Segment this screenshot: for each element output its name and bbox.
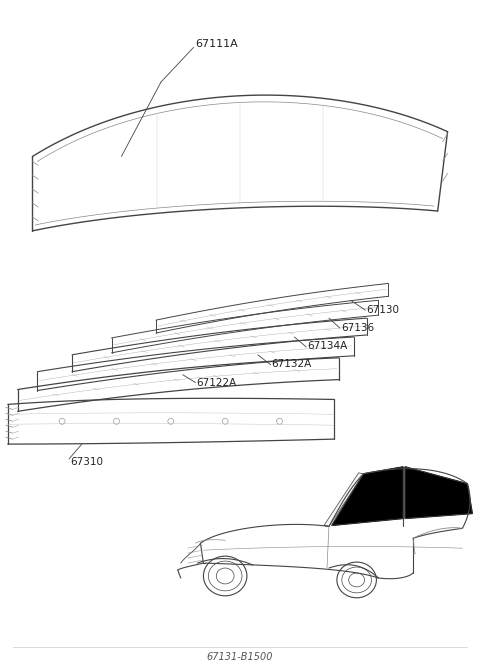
Text: 67111A: 67111A <box>195 39 238 49</box>
Text: 67130: 67130 <box>367 305 399 315</box>
Text: 67132A: 67132A <box>272 359 312 369</box>
Text: 67134A: 67134A <box>307 341 348 351</box>
Polygon shape <box>405 467 472 518</box>
Text: 67131-B1500: 67131-B1500 <box>207 652 273 662</box>
Text: 67310: 67310 <box>70 457 103 467</box>
Polygon shape <box>332 467 403 526</box>
Text: 67136: 67136 <box>341 323 374 333</box>
Text: 67122A: 67122A <box>196 377 237 387</box>
Polygon shape <box>324 473 363 526</box>
